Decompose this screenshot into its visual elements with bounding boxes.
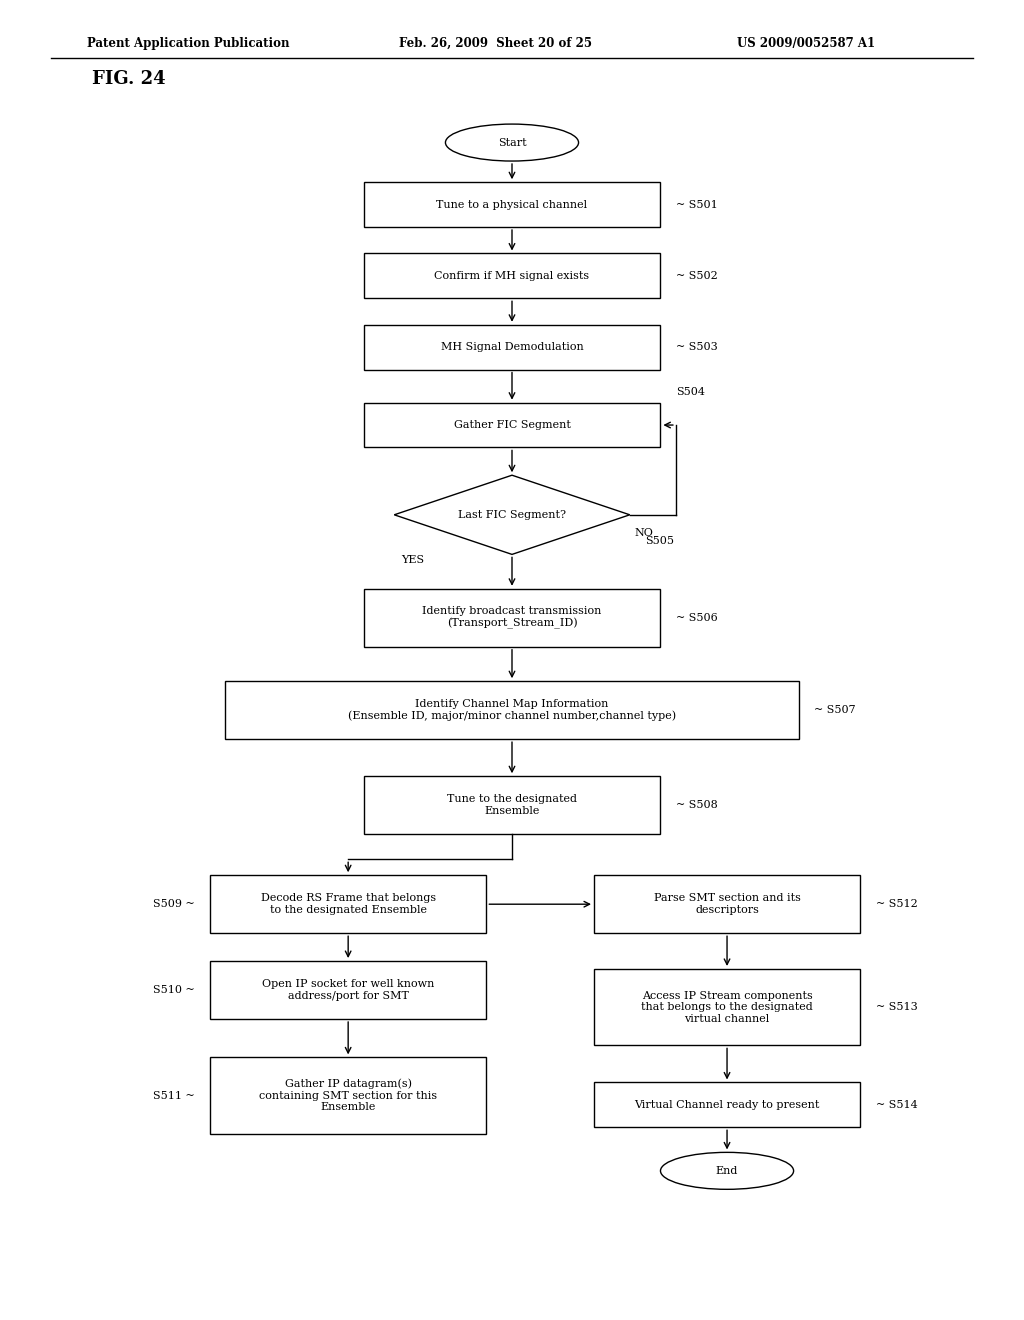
FancyBboxPatch shape <box>594 1082 860 1127</box>
Ellipse shape <box>660 1152 794 1189</box>
Text: ~ S502: ~ S502 <box>676 271 718 281</box>
Text: Confirm if MH signal exists: Confirm if MH signal exists <box>434 271 590 281</box>
Text: MH Signal Demodulation: MH Signal Demodulation <box>440 342 584 352</box>
Text: US 2009/0052587 A1: US 2009/0052587 A1 <box>737 37 876 50</box>
Text: Tune to the designated
Ensemble: Tune to the designated Ensemble <box>447 795 577 816</box>
FancyBboxPatch shape <box>364 589 660 647</box>
Text: FIG. 24: FIG. 24 <box>92 70 166 88</box>
Text: ~ S508: ~ S508 <box>676 800 718 810</box>
Text: ~ S513: ~ S513 <box>876 1002 918 1012</box>
Text: ~ S507: ~ S507 <box>814 705 856 715</box>
FancyBboxPatch shape <box>210 1057 486 1134</box>
Text: S505: S505 <box>645 536 674 546</box>
Text: Identify broadcast transmission
(Transport_Stream_ID): Identify broadcast transmission (Transpo… <box>422 606 602 630</box>
Text: Gather FIC Segment: Gather FIC Segment <box>454 420 570 430</box>
Text: S509 ~: S509 ~ <box>153 899 195 909</box>
Text: Last FIC Segment?: Last FIC Segment? <box>458 510 566 520</box>
FancyBboxPatch shape <box>210 875 486 933</box>
Text: Start: Start <box>498 137 526 148</box>
Text: Identify Channel Map Information
(Ensemble ID, major/minor channel number,channe: Identify Channel Map Information (Ensemb… <box>348 700 676 721</box>
Text: Open IP socket for well known
address/port for SMT: Open IP socket for well known address/po… <box>262 979 434 1001</box>
FancyBboxPatch shape <box>364 182 660 227</box>
Polygon shape <box>394 475 630 554</box>
FancyBboxPatch shape <box>225 681 799 739</box>
Text: Feb. 26, 2009  Sheet 20 of 25: Feb. 26, 2009 Sheet 20 of 25 <box>399 37 592 50</box>
Text: Decode RS Frame that belongs
to the designated Ensemble: Decode RS Frame that belongs to the desi… <box>260 894 436 915</box>
Ellipse shape <box>445 124 579 161</box>
Text: Patent Application Publication: Patent Application Publication <box>87 37 290 50</box>
Text: ~ S506: ~ S506 <box>676 612 718 623</box>
Text: Virtual Channel ready to present: Virtual Channel ready to present <box>634 1100 820 1110</box>
Text: YES: YES <box>401 554 425 565</box>
Text: ~ S501: ~ S501 <box>676 199 718 210</box>
Text: S504: S504 <box>676 387 705 397</box>
Text: Gather IP datagram(s)
containing SMT section for this
Ensemble: Gather IP datagram(s) containing SMT sec… <box>259 1078 437 1113</box>
Text: S511 ~: S511 ~ <box>153 1090 195 1101</box>
FancyBboxPatch shape <box>594 969 860 1045</box>
Text: End: End <box>716 1166 738 1176</box>
Text: NO: NO <box>635 528 653 539</box>
Text: ~ S503: ~ S503 <box>676 342 718 352</box>
FancyBboxPatch shape <box>594 875 860 933</box>
FancyBboxPatch shape <box>364 325 660 370</box>
FancyBboxPatch shape <box>364 253 660 298</box>
Text: S510 ~: S510 ~ <box>153 985 195 995</box>
FancyBboxPatch shape <box>210 961 486 1019</box>
Text: Parse SMT section and its
descriptors: Parse SMT section and its descriptors <box>653 894 801 915</box>
Text: ~ S514: ~ S514 <box>876 1100 918 1110</box>
FancyBboxPatch shape <box>364 776 660 834</box>
FancyBboxPatch shape <box>364 403 660 447</box>
Text: Access IP Stream components
that belongs to the designated
virtual channel: Access IP Stream components that belongs… <box>641 990 813 1024</box>
Text: ~ S512: ~ S512 <box>876 899 918 909</box>
Text: Tune to a physical channel: Tune to a physical channel <box>436 199 588 210</box>
